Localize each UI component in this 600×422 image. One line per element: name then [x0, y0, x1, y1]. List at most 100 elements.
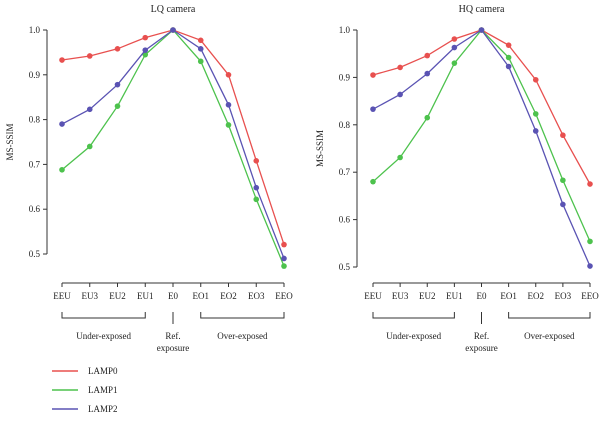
under-exposed-label: Under-exposed — [76, 331, 131, 341]
chart-title: HQ camera — [459, 4, 505, 15]
y-tick-label: 0.5 — [29, 249, 41, 259]
data-point-lamp2 — [451, 44, 458, 51]
series-line-lamp1 — [372, 29, 591, 242]
x-tick-label: EU1 — [137, 291, 154, 301]
y-tick-label: 0.6 — [339, 215, 351, 225]
y-axis-label: MS-SSIM — [315, 130, 325, 167]
y-tick-label: 0.8 — [339, 120, 351, 130]
y-tick-label: 1.0 — [29, 25, 41, 35]
over-exposed-bracket — [200, 312, 285, 319]
data-point-lamp2 — [424, 70, 431, 77]
x-tick-label: EU3 — [82, 291, 99, 301]
data-point-lamp0 — [86, 53, 93, 59]
x-tick-label: EU3 — [392, 291, 409, 301]
data-point-lamp2 — [370, 106, 376, 112]
data-point-lamp1 — [587, 238, 593, 245]
x-tick-label: EEO — [275, 291, 293, 301]
series-line-lamp1 — [61, 29, 285, 267]
y-tick-label: 0.7 — [29, 159, 41, 169]
data-point-lamp2 — [587, 263, 593, 269]
data-point-lamp2 — [59, 121, 65, 127]
x-tick-label: EU1 — [446, 291, 463, 301]
y-axis-label: MS-SSIM — [5, 123, 15, 160]
ref-exposure-label-line1: Ref. — [474, 331, 489, 341]
over-exposed-label: Over-exposed — [217, 331, 268, 341]
data-point-lamp0 — [397, 64, 403, 71]
y-tick-label: 0.9 — [339, 72, 351, 82]
under-exposed-bracket — [61, 312, 146, 319]
x-tick-label: EEU — [53, 291, 71, 301]
data-point-lamp1 — [281, 263, 287, 269]
legend: LAMP0 LAMP1 LAMP2 — [52, 366, 118, 414]
chart-panel-1: LQ camera 1.0 0.9 0.8 0.7 0.6 0.5 MS-SSIM EEU EU3… — [5, 4, 293, 353]
x-tick-label: E0 — [168, 291, 178, 301]
data-point-lamp1 — [560, 177, 566, 184]
data-point-lamp1 — [505, 54, 512, 61]
data-point-lamp1 — [424, 114, 431, 121]
data-point-lamp0 — [451, 36, 458, 42]
data-point-lamp0 — [370, 72, 376, 78]
data-point-lamp1 — [532, 111, 539, 117]
data-point-lamp2 — [170, 27, 176, 33]
data-point-lamp2 — [253, 184, 260, 191]
data-point-lamp0 — [197, 37, 204, 44]
data-point-lamp2 — [478, 27, 485, 33]
x-tick-label: E0 — [477, 291, 487, 301]
data-point-lamp0 — [281, 241, 287, 248]
y-tick-label: 1.0 — [339, 25, 351, 35]
data-point-lamp0 — [253, 158, 260, 164]
under-exposed-bracket — [372, 312, 455, 319]
y-tick-label: 0.5 — [339, 262, 351, 272]
x-tick-label: EO2 — [220, 291, 237, 301]
data-point-lamp1 — [142, 51, 149, 58]
series-line-lamp0 — [372, 29, 591, 185]
over-exposed-bracket — [508, 312, 591, 319]
data-point-lamp2 — [197, 46, 204, 52]
legend-label-lamp0: LAMP0 — [88, 366, 118, 376]
data-point-lamp0 — [532, 76, 539, 83]
ref-exposure-label-line1: Ref. — [165, 331, 180, 341]
data-point-lamp1 — [451, 60, 458, 66]
data-point-lamp1 — [59, 166, 65, 173]
data-point-lamp0 — [225, 72, 232, 78]
data-point-lamp2 — [142, 47, 149, 53]
data-point-lamp1 — [225, 122, 232, 128]
data-point-lamp2 — [225, 102, 232, 108]
data-point-lamp2 — [505, 63, 512, 70]
data-point-lamp2 — [281, 255, 287, 262]
x-tick-label: EU2 — [109, 291, 126, 301]
x-tick-label: EU2 — [419, 291, 436, 301]
data-point-lamp1 — [370, 178, 376, 185]
over-exposed-label: Over-exposed — [524, 331, 575, 341]
data-point-lamp0 — [142, 34, 149, 41]
data-point-lamp0 — [59, 57, 65, 63]
data-point-lamp0 — [114, 46, 121, 52]
ref-exposure-label-line2: exposure — [157, 343, 190, 353]
chart-title: LQ camera — [151, 4, 196, 15]
ref-exposure-label-line2: exposure — [465, 343, 498, 353]
x-tick-label: EO3 — [555, 291, 572, 301]
y-tick-label: 0.9 — [29, 70, 41, 80]
legend-label-lamp1: LAMP1 — [88, 385, 118, 395]
data-point-lamp1 — [197, 58, 204, 65]
x-tick-label: EEU — [364, 291, 382, 301]
data-point-lamp2 — [397, 91, 403, 98]
data-point-lamp0 — [505, 42, 512, 48]
x-tick-label: EO1 — [193, 291, 210, 301]
chart-panel-2: HQ camera 1.0 0.9 0.8 0.7 0.6 0.5 MS-SSIM EEU EU3… — [315, 4, 599, 353]
x-tick-label: EO3 — [248, 291, 265, 301]
y-tick-label: 0.6 — [29, 204, 41, 214]
x-tick-label: EEO — [581, 291, 599, 301]
data-point-lamp1 — [253, 196, 260, 203]
legend-label-lamp2: LAMP2 — [88, 404, 118, 414]
data-point-lamp0 — [560, 132, 566, 139]
data-point-lamp0 — [587, 181, 593, 187]
series-line-lamp0 — [61, 29, 285, 245]
data-point-lamp2 — [560, 201, 566, 208]
y-tick-label: 0.8 — [29, 115, 41, 125]
y-tick-label: 0.7 — [339, 167, 351, 177]
data-point-lamp1 — [397, 154, 403, 161]
data-point-lamp2 — [86, 106, 93, 113]
